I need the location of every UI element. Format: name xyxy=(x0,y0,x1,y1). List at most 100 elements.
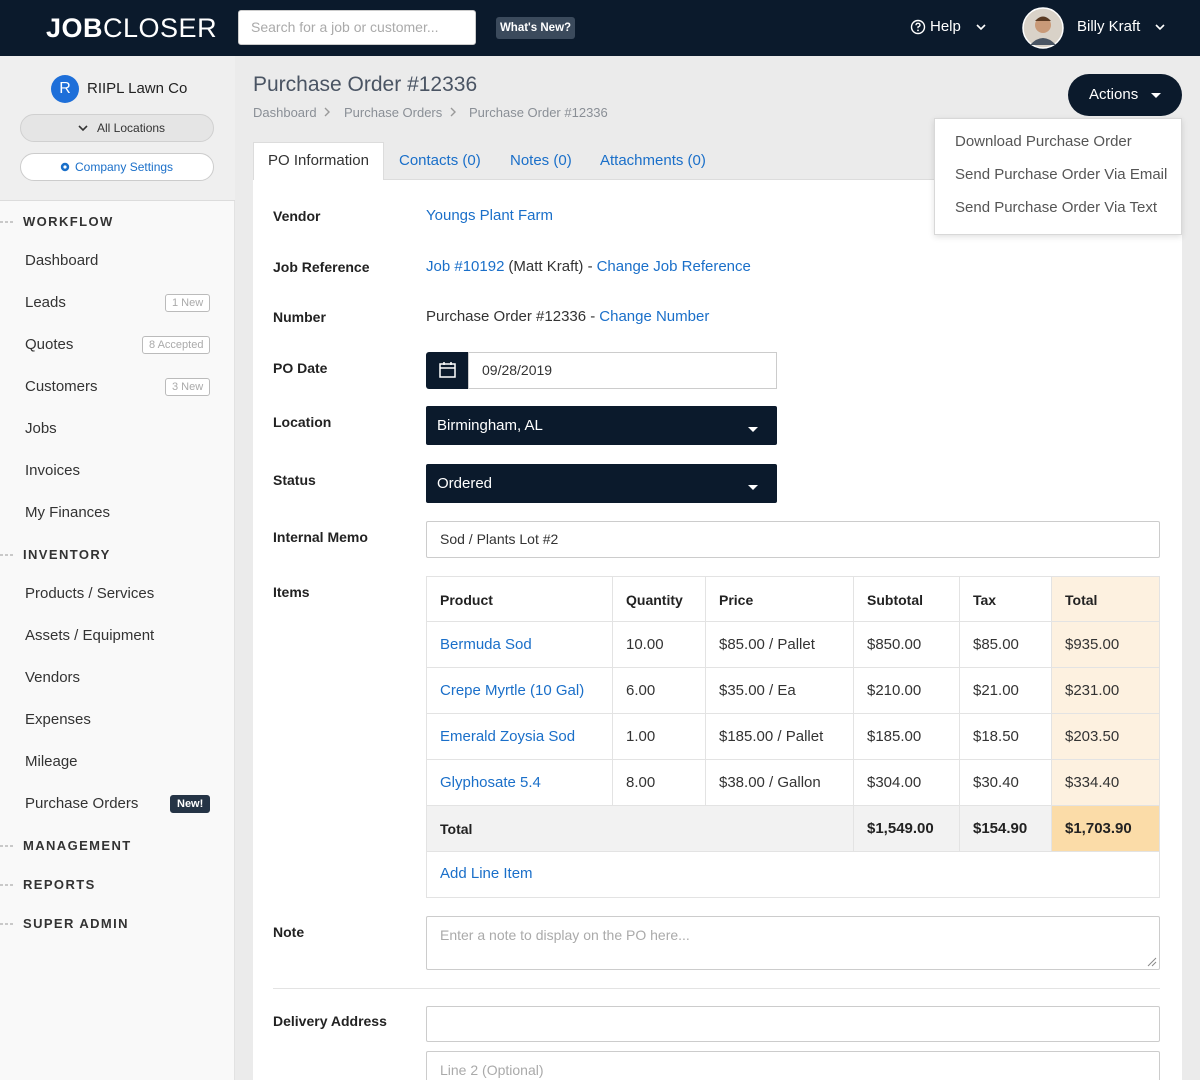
nav-item[interactable]: Products / Services xyxy=(25,584,165,604)
field-label: PO Date xyxy=(273,358,413,378)
address-line1-input[interactable] xyxy=(426,1006,1160,1042)
help-link[interactable]: Help xyxy=(930,17,970,37)
note-textarea[interactable]: Enter a note to display on the PO here..… xyxy=(426,916,1160,970)
nav-item[interactable]: Mileage xyxy=(25,752,165,772)
nav-item[interactable]: Leads xyxy=(25,293,165,313)
product-link[interactable]: Emerald Zoysia Sod xyxy=(426,714,613,760)
product-link[interactable]: Crepe Myrtle (10 Gal) xyxy=(426,668,613,714)
location-select[interactable]: Birmingham, AL xyxy=(426,406,777,445)
table-cell: $35.00 / Ea xyxy=(706,668,854,714)
section-title[interactable]: MANAGEMENT xyxy=(23,837,203,855)
chevron-icon xyxy=(447,106,459,118)
job-reference: Job #10192(Matt Kraft) -Change Job Refer… xyxy=(426,257,926,277)
location-filter[interactable]: All Locations xyxy=(20,114,214,142)
field-label: Status xyxy=(273,470,413,490)
table-header: Price xyxy=(706,576,854,622)
number-value: Purchase Order #12336 - xyxy=(426,307,595,327)
chevron-icon xyxy=(77,122,89,134)
user-avatar xyxy=(1022,7,1064,49)
section-dash xyxy=(0,554,14,557)
table-header: Tax xyxy=(960,576,1052,622)
table-cell: 6.00 xyxy=(613,668,706,714)
actions-menu-item[interactable]: Send Purchase Order Via Text xyxy=(955,198,1175,218)
table-header: Product xyxy=(426,576,613,622)
section-title[interactable]: REPORTS xyxy=(23,876,203,894)
change-number-link[interactable]: Change Number xyxy=(599,307,709,327)
page-title: Purchase Order #12336 xyxy=(253,71,653,99)
table-cell: 1.00 xyxy=(613,714,706,760)
table-cell: $210.00 xyxy=(854,668,960,714)
actions-menu-item[interactable]: Send Purchase Order Via Email xyxy=(955,165,1175,185)
job-customer: (Matt Kraft) - xyxy=(508,257,592,277)
total-grand: $1,703.90 xyxy=(1052,806,1160,852)
table-cell: $231.00 xyxy=(1052,668,1160,714)
whats-new-button[interactable]: What's New? xyxy=(496,17,575,39)
nav-item[interactable]: Customers xyxy=(25,377,165,397)
nav-item[interactable]: My Finances xyxy=(25,503,165,523)
table-cell: $334.40 xyxy=(1052,760,1160,806)
nav-item[interactable]: Jobs xyxy=(25,419,165,439)
caret-icon xyxy=(1151,93,1161,99)
table-header: Quantity xyxy=(613,576,706,622)
vendor-link[interactable]: Youngs Plant Farm xyxy=(426,206,726,226)
nav-item[interactable]: Invoices xyxy=(25,461,165,481)
table-header: Subtotal xyxy=(854,576,960,622)
product-link[interactable]: Glyphosate 5.4 xyxy=(426,760,613,806)
logo-bold: JOB xyxy=(46,13,103,44)
user-name[interactable]: Billy Kraft xyxy=(1077,17,1157,37)
field-label: Internal Memo xyxy=(273,527,413,547)
table-cell: $185.00 / Pallet xyxy=(706,714,854,760)
table-cell: $18.50 xyxy=(960,714,1052,760)
tab[interactable]: Attachments (0) xyxy=(600,151,730,171)
company-settings-button[interactable]: Company Settings xyxy=(20,153,214,181)
nav-item[interactable]: Assets / Equipment xyxy=(25,626,165,646)
logo-light: CLOSER xyxy=(103,13,217,44)
search-input[interactable]: Search for a job or customer... xyxy=(238,10,476,45)
section-title[interactable]: WORKFLOW xyxy=(23,213,203,231)
po-number: Purchase Order #12336 -Change Number xyxy=(426,307,926,327)
calendar-icon xyxy=(439,362,456,378)
product-link[interactable]: Bermuda Sod xyxy=(426,622,613,668)
table-cell: $38.00 / Gallon xyxy=(706,760,854,806)
tab-active[interactable]: PO Information xyxy=(253,142,384,180)
actions-button[interactable]: Actions xyxy=(1068,74,1182,116)
company-name: RIIPL Lawn Co xyxy=(87,79,217,99)
field-label: Number xyxy=(273,307,413,327)
table-cell: 10.00 xyxy=(613,622,706,668)
logo: JOBCLOSER xyxy=(46,11,206,45)
section-title[interactable]: SUPER ADMIN xyxy=(23,915,203,933)
section-separator xyxy=(273,988,1160,989)
date-input[interactable]: 09/28/2019 xyxy=(468,352,777,389)
nav-badge: 1 New xyxy=(165,294,210,312)
address-line2-input[interactable]: Line 2 (Optional) xyxy=(426,1051,1160,1080)
status-select[interactable]: Ordered xyxy=(426,464,777,503)
table-cell: $304.00 xyxy=(854,760,960,806)
breadcrumb-item: Purchase Order #12336 xyxy=(469,104,629,121)
nav-item[interactable]: Expenses xyxy=(25,710,165,730)
chevron-icon xyxy=(1154,21,1166,33)
table-header: Total xyxy=(1052,576,1160,622)
nav-badge: New! xyxy=(170,795,210,813)
resize-handle xyxy=(1147,957,1157,967)
table-cell: $85.00 xyxy=(960,622,1052,668)
job-link[interactable]: Job #10192 xyxy=(426,257,504,277)
section-dash xyxy=(0,221,14,224)
table-cell: $30.40 xyxy=(960,760,1052,806)
section-title[interactable]: INVENTORY xyxy=(23,546,203,564)
nav-item[interactable]: Vendors xyxy=(25,668,165,688)
actions-menu-item[interactable]: Download Purchase Order xyxy=(955,132,1175,152)
nav-item[interactable]: Purchase Orders xyxy=(25,794,165,814)
chevron-icon xyxy=(975,21,987,33)
section-dash xyxy=(0,845,14,848)
add-line-item-link[interactable]: Add Line Item xyxy=(440,864,590,884)
nav-item[interactable]: Dashboard xyxy=(25,251,165,271)
table-cell: $21.00 xyxy=(960,668,1052,714)
field-label: Job Reference xyxy=(273,257,413,277)
chevron-icon xyxy=(321,106,333,118)
company-avatar: R xyxy=(51,75,79,103)
change-job-link[interactable]: Change Job Reference xyxy=(597,257,751,277)
memo-input[interactable]: Sod / Plants Lot #2 xyxy=(426,521,1160,558)
field-label: Note xyxy=(273,922,413,942)
total-tax: $154.90 xyxy=(960,806,1052,852)
section-dash xyxy=(0,923,14,926)
